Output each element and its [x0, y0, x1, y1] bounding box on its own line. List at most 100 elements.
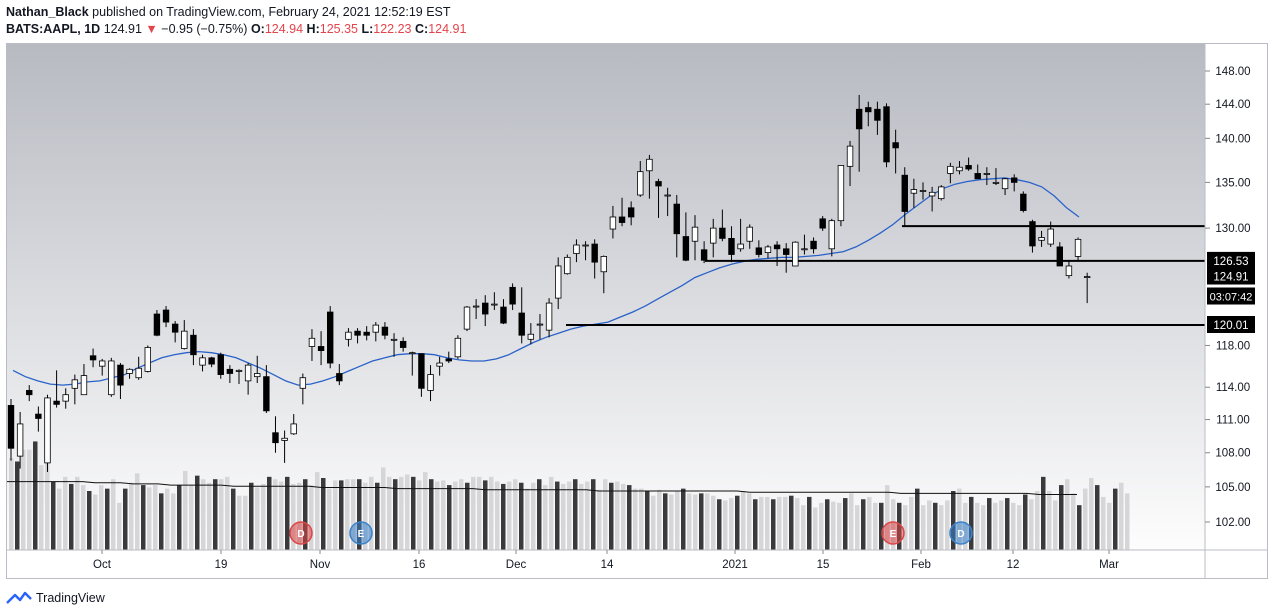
- volume-bar: [1083, 488, 1088, 550]
- candle: [1020, 191, 1027, 213]
- open-value: 124.94: [264, 22, 304, 36]
- volume-bar: [693, 494, 698, 550]
- tradingview-logo-icon[interactable]: [6, 591, 32, 605]
- volume-bar: [189, 485, 194, 550]
- candle-body: [965, 165, 972, 170]
- price-axis-label: 108.00: [1215, 448, 1250, 460]
- candle-body: [117, 364, 124, 386]
- volume-bar: [681, 488, 686, 550]
- candle-body: [390, 338, 398, 341]
- volume-bar: [129, 482, 134, 550]
- time-axis-label: 14: [601, 559, 614, 571]
- candle-body: [135, 367, 142, 379]
- time-axis-label: 16: [413, 559, 426, 571]
- volume-bar: [813, 507, 818, 550]
- candle-body: [792, 241, 799, 267]
- candle: [855, 94, 863, 172]
- candle-body: [162, 309, 170, 323]
- chart-area[interactable]: D E E D 148.00 144.00 140.00 135.00 130.00 126.5…: [6, 43, 1268, 579]
- plot-background: [7, 44, 1205, 550]
- open-label: O:: [250, 22, 265, 36]
- candle-body: [536, 323, 544, 326]
- candle-body: [482, 302, 489, 315]
- candle-body: [144, 347, 151, 372]
- candle: [135, 356, 142, 380]
- candle: [491, 292, 498, 311]
- symbol-label[interactable]: BATS:AAPL, 1D: [6, 22, 101, 36]
- time-axis[interactable]: Oct 19 Nov 16 Dec 14 2021 15 Feb 12 Mar: [93, 550, 1119, 571]
- volume-bar: [207, 482, 212, 550]
- candle: [618, 197, 626, 227]
- candle-body: [582, 244, 589, 247]
- candle-body: [773, 244, 781, 250]
- volume-bar: [513, 479, 518, 550]
- price-axis-label-highlighted: 124.91: [1213, 272, 1248, 284]
- candle-body: [254, 373, 261, 378]
- volume-bar: [333, 480, 338, 550]
- candle-body: [345, 331, 352, 340]
- high-label: H:: [306, 22, 320, 36]
- candle: [308, 329, 316, 361]
- chart-canvas[interactable]: D E E D 148.00 144.00 140.00 135.00 130.00 126.5…: [7, 44, 1267, 578]
- candle-body: [664, 194, 671, 197]
- candle-body: [710, 227, 717, 244]
- candle-body: [755, 247, 763, 255]
- candle-body: [500, 306, 507, 324]
- candles-layer: [7, 94, 1091, 472]
- candle-body: [938, 186, 945, 200]
- volume-bar: [411, 476, 416, 550]
- marker-letter: E: [358, 529, 365, 540]
- volume-bar: [1023, 494, 1028, 550]
- price-label-box: [1207, 251, 1255, 269]
- candle-body: [454, 337, 462, 358]
- price-axis[interactable]: 148.00 144.00 140.00 135.00 130.00 126.53 124.…: [1205, 66, 1255, 529]
- candle-body: [418, 353, 425, 389]
- candle: [938, 185, 945, 201]
- candle-body: [363, 331, 370, 336]
- horizontal-levels-layer[interactable]: [566, 225, 1205, 326]
- candle-body: [646, 158, 653, 172]
- tradingview-brand[interactable]: TradingView: [36, 591, 105, 605]
- volume-bar: [33, 441, 38, 550]
- candle-body: [381, 326, 389, 336]
- candle: [956, 161, 963, 175]
- volume-bar: [81, 485, 86, 550]
- earnings-marker[interactable]: D: [289, 521, 313, 545]
- volume-bar: [141, 485, 146, 550]
- candle: [281, 430, 288, 463]
- volume-bar: [663, 493, 668, 550]
- volume-bar: [219, 479, 224, 550]
- candle: [390, 333, 398, 357]
- earnings-marker[interactable]: D: [949, 521, 973, 545]
- candle: [409, 351, 416, 376]
- candle-body: [208, 357, 215, 365]
- candle: [928, 186, 936, 212]
- candle: [354, 328, 361, 344]
- candle-body: [317, 346, 325, 352]
- author-name[interactable]: Nathan_Black: [6, 5, 89, 19]
- candle: [418, 353, 425, 397]
- candle: [108, 357, 115, 397]
- candle-body: [272, 432, 279, 444]
- volume-bar: [549, 476, 554, 550]
- candle: [600, 255, 607, 294]
- volume-bar: [363, 482, 368, 550]
- candle-body: [910, 189, 918, 194]
- candle: [627, 201, 635, 226]
- candle: [1083, 272, 1091, 304]
- candle: [828, 218, 835, 257]
- candle-body: [217, 354, 224, 375]
- price-axis-label: 114.00: [1216, 382, 1250, 394]
- earnings-marker[interactable]: E: [881, 521, 905, 545]
- volume-bar: [177, 485, 182, 550]
- volume-bar: [225, 476, 230, 550]
- earnings-marker[interactable]: E: [349, 521, 373, 545]
- volume-bar: [759, 496, 764, 550]
- candle: [1001, 177, 1009, 196]
- candle: [372, 322, 379, 342]
- candle-body: [545, 302, 553, 331]
- volume-bar: [975, 502, 980, 550]
- candle-body: [181, 330, 188, 349]
- time-axis-label: 15: [817, 559, 830, 571]
